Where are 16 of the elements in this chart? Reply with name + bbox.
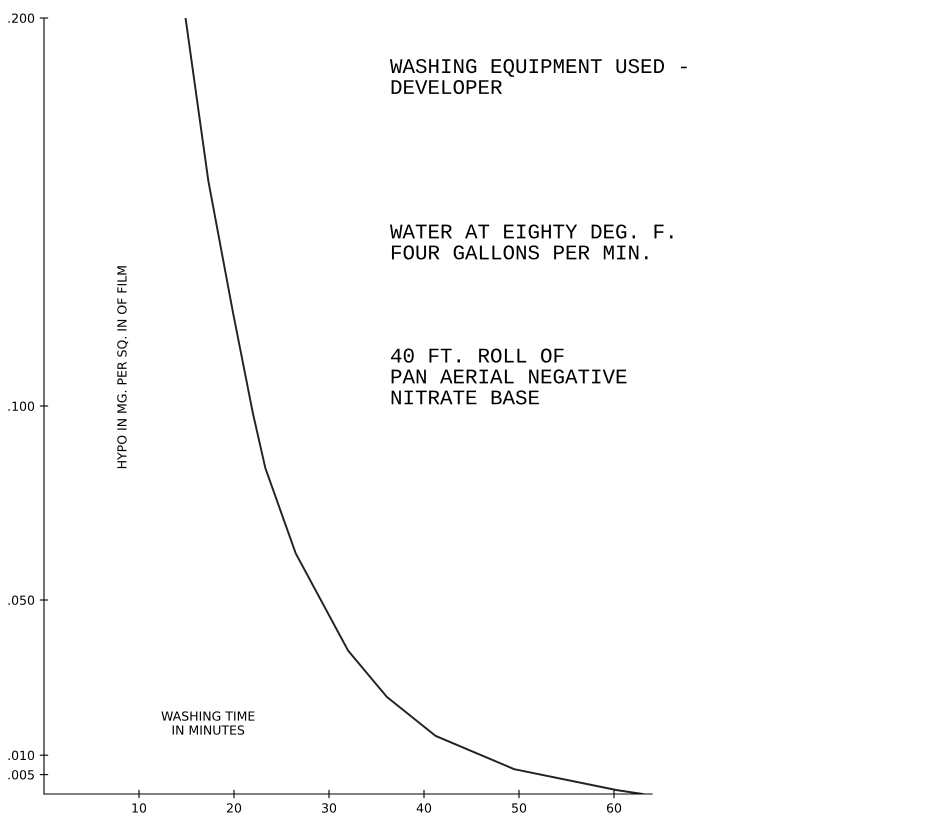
y-axis-title: HYPO IN MG. PER SQ. IN OF FILM xyxy=(117,266,128,468)
annotation: WATER AT EIGHTY DEG. F. FOUR GALLONS PER MIN. xyxy=(390,224,672,260)
x-tick-label: 10 xyxy=(132,803,146,813)
y-tick-label: .010 xyxy=(8,750,34,760)
x-tick-label: 30 xyxy=(322,803,336,813)
x-tick-label: 40 xyxy=(416,803,432,813)
y-tick-label: .200 xyxy=(8,13,34,23)
x-tick-label: 60 xyxy=(606,803,622,813)
y-tick-label: .005 xyxy=(8,770,34,780)
annotation: 40 FT. ROLL OF PAN AERIAL NEGATIVE NITRATE BASE xyxy=(391,348,626,405)
y-tick-label: .050 xyxy=(8,595,34,605)
y-tick-label: .100 xyxy=(8,401,34,411)
annotation: WASHING EQUIPMENT USED - DEVELOPER xyxy=(390,59,687,94)
x-tick-label: 20 xyxy=(226,803,242,813)
x-tick-label: 50 xyxy=(512,803,526,813)
x-axis-title: WASHING TIME IN MINUTES xyxy=(161,711,254,735)
